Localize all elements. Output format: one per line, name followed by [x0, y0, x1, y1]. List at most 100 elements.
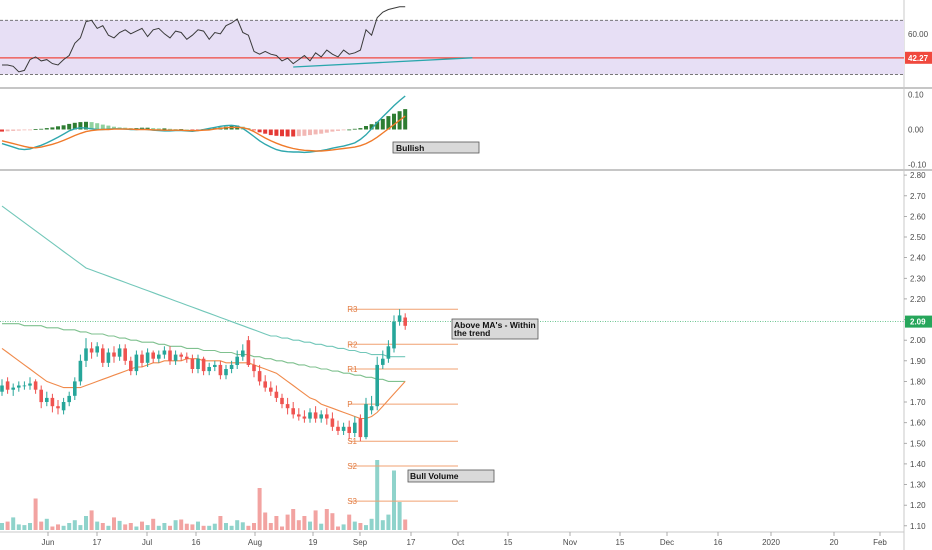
volume-bar: [190, 524, 195, 530]
macd-panel[interactable]: [0, 95, 408, 154]
candle-body: [392, 321, 396, 349]
candle-body: [185, 356, 189, 359]
last-price-tag-text: 2.09: [910, 318, 926, 327]
ma-mid-line: [2, 323, 406, 382]
candle-body: [207, 367, 211, 372]
macd-histogram-bar: [324, 129, 329, 133]
volume-bar: [296, 520, 301, 530]
candle-body: [173, 354, 178, 361]
macd-histogram-bar: [5, 129, 10, 132]
price-tick-label: 2.50: [910, 233, 926, 242]
candle-body: [67, 395, 71, 403]
macd-histogram-bar: [285, 129, 290, 137]
volume-bar: [89, 510, 94, 530]
macd-histogram-bar: [403, 109, 408, 130]
time-tick-label: 15: [616, 538, 625, 547]
candle-body: [168, 350, 172, 361]
volume-bar: [240, 522, 245, 530]
volume-bar: [229, 525, 234, 530]
time-tick-label: 20: [830, 538, 839, 547]
volume-bar: [291, 509, 296, 530]
volume-bar: [268, 523, 273, 530]
candle-body: [28, 383, 32, 386]
price-tick-label: 1.80: [910, 377, 926, 386]
candle-body: [224, 369, 228, 376]
candle-body: [313, 412, 318, 419]
macd-histogram-bar: [11, 129, 16, 131]
time-tick-label: Sep: [353, 538, 368, 547]
candle-body: [78, 360, 83, 382]
candle-body: [364, 404, 368, 438]
price-tick-label: 1.90: [910, 357, 926, 366]
macd-histogram-bar: [280, 129, 284, 137]
volume-bar: [0, 523, 4, 530]
candle-body: [50, 397, 55, 407]
macd-histogram-bar: [341, 129, 346, 131]
time-tick-label: 2020: [762, 538, 780, 547]
bullish-note: Bullish: [392, 141, 480, 154]
candle-body: [129, 360, 133, 372]
candle-body: [213, 364, 217, 367]
rsi-level-tag: [905, 51, 932, 64]
price-tick-label: 2.60: [910, 212, 926, 221]
macd-histogram-bar: [33, 129, 38, 130]
candle-body: [269, 387, 273, 392]
ma-note-text: Above MA's - Within the trend: [454, 320, 536, 338]
candle-body: [235, 356, 239, 365]
time-tick-label: Aug: [248, 538, 262, 547]
price-tick-label: 1.20: [910, 501, 926, 510]
candle-body: [61, 402, 66, 411]
volume-bar: [285, 514, 290, 530]
volume-bar: [140, 521, 144, 530]
volume-bar: [145, 525, 150, 530]
axes: 60.00 42.27 0.10 0.00 -0.102.80 2.70 2.60 2.50 2…: [42, 30, 932, 547]
pivot-level-label: S2: [347, 462, 357, 471]
pivot-level-label: S1: [347, 437, 357, 446]
macd-histogram-bar: [100, 124, 105, 130]
macd-histogram-bar: [106, 125, 111, 130]
time-tick-label: 17: [407, 538, 416, 547]
macd-histogram-bar: [168, 128, 172, 130]
macd-histogram-bar: [84, 121, 88, 130]
volume-bar: [78, 525, 83, 530]
candle-body: [257, 371, 262, 382]
volume-bar: [257, 488, 262, 530]
candle-body: [89, 348, 94, 353]
rsi-line: [2, 6, 406, 73]
candle-body: [11, 387, 15, 390]
candle-body: [353, 422, 357, 433]
rsi-panel[interactable]: [0, 6, 904, 75]
candle-body: [369, 406, 374, 411]
volume-bar: [280, 526, 284, 530]
macd-histogram-bar: [39, 128, 44, 130]
price-tick-label: 1.70: [910, 398, 926, 407]
price-panel[interactable]: R3 R2 R1 P S1 S2 S3: [0, 205, 904, 530]
time-tick-label: 16: [192, 538, 201, 547]
candle-body: [330, 418, 335, 427]
volume-bar: [112, 517, 116, 530]
candle-body: [84, 348, 88, 361]
candle-body: [112, 352, 116, 357]
candle-body: [201, 358, 206, 372]
macd-histogram-bar: [44, 128, 49, 130]
volume-bar: [224, 523, 228, 530]
candle-body: [302, 416, 307, 419]
candle-body: [179, 354, 183, 357]
macd-histogram-bar: [145, 127, 150, 130]
volume-bar: [106, 525, 111, 530]
macd-histogram-bar: [302, 129, 307, 136]
macd-histogram-bar: [330, 129, 335, 132]
volume-bar: [117, 520, 122, 530]
candle-body: [101, 348, 105, 363]
volume-bar: [330, 513, 335, 530]
rsi-level-tag-text: 42.27: [908, 54, 929, 63]
time-tick-label: Feb: [873, 538, 887, 547]
candle-body: [241, 350, 245, 357]
time-tick-label: Jul: [142, 538, 152, 547]
candle-body: [117, 348, 122, 357]
volume-bar: [28, 523, 32, 530]
price-tick-label: 1.30: [910, 481, 926, 490]
price-tick-label: 1.10: [910, 522, 926, 531]
pivot-level-label: R2: [347, 340, 358, 349]
